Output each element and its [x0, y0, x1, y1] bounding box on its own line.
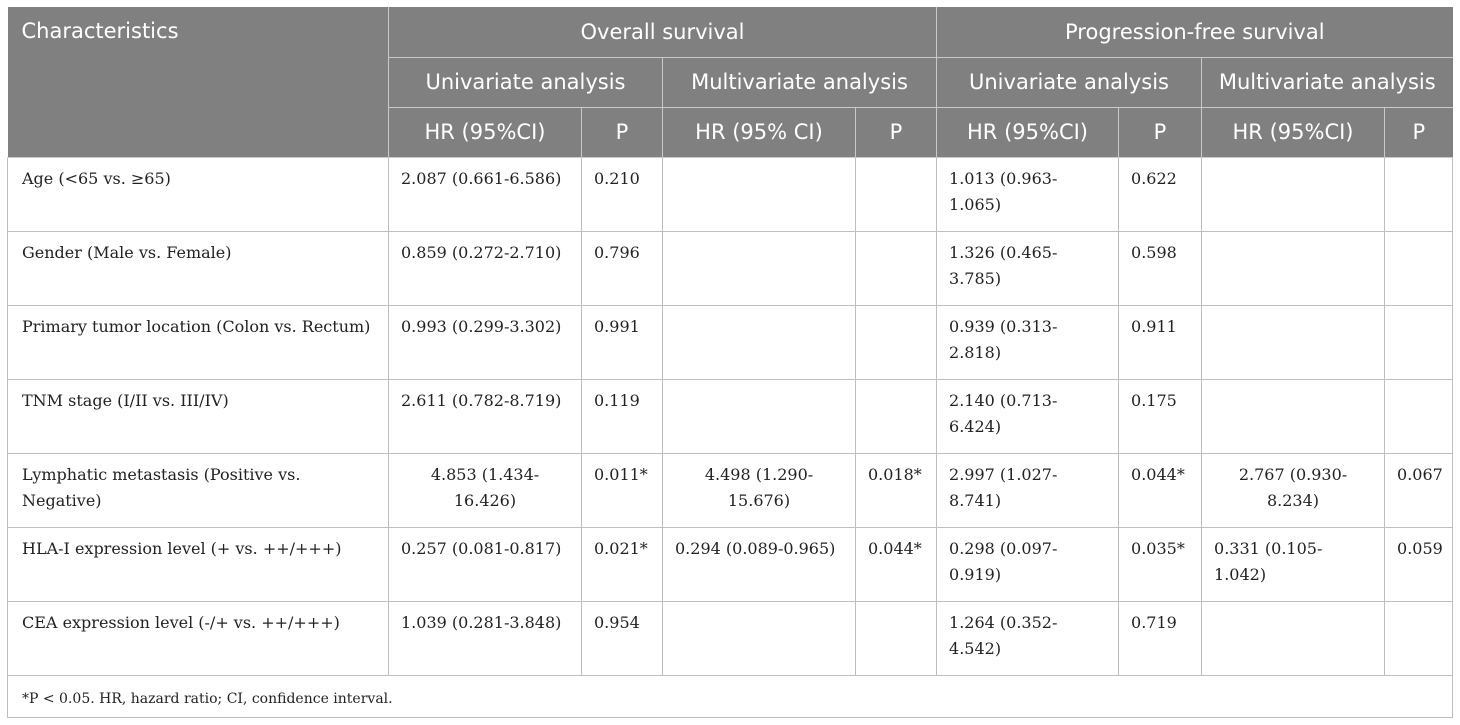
table-body: Age (<65 vs. ≥65) 2.087 (0.661-6.586) 0.…	[6, 157, 1454, 718]
cell-pfs-multi-p: 0.059	[1384, 527, 1454, 602]
cell-os-uni-p: 0.021*	[581, 527, 663, 602]
table-row: CEA expression level (-/+ vs. ++/+++) 1.…	[7, 601, 1454, 676]
cell-os-uni-p: 0.796	[581, 231, 663, 306]
cell-os-uni-hr: 2.611 (0.782-8.719)	[388, 379, 582, 454]
cell-os-uni-hr: 0.257 (0.081-0.817)	[388, 527, 582, 602]
cell-pfs-multi-hr: 2.767 (0.930-8.234)	[1201, 453, 1385, 528]
cell-os-multi-p	[854, 305, 937, 380]
cell-pfs-uni-hr: 0.298 (0.097-0.919)	[936, 527, 1119, 602]
cell-pfs-uni-p: 0.622	[1118, 157, 1202, 232]
header-row-2: Univariate analysis Multivariate analysi…	[8, 57, 1453, 108]
header-pfs-uni-hr: HR (95%CI)	[936, 107, 1119, 158]
footnote-row: *P < 0.05. HR, hazard ratio; CI, confide…	[6, 675, 1454, 718]
row-label: Gender (Male vs. Female)	[7, 231, 389, 306]
row-label: TNM stage (I/II vs. III/IV)	[7, 379, 389, 454]
row-label: Age (<65 vs. ≥65)	[7, 157, 389, 232]
cell-pfs-uni-hr: 1.013 (0.963-1.065)	[936, 157, 1119, 232]
cell-os-uni-hr: 0.993 (0.299-3.302)	[388, 305, 582, 380]
cell-pfs-uni-p: 0.044*	[1118, 453, 1202, 528]
cell-pfs-multi-p: 0.067	[1384, 453, 1454, 528]
row-label: Primary tumor location (Colon vs. Rectum…	[7, 305, 389, 380]
table-row: Gender (Male vs. Female) 0.859 (0.272-2.…	[7, 231, 1454, 306]
cell-pfs-uni-p: 0.035*	[1118, 527, 1202, 602]
cell-os-uni-p: 0.991	[581, 305, 663, 380]
cell-pfs-uni-p: 0.175	[1118, 379, 1202, 454]
header-pfs-univariate: Univariate analysis	[936, 57, 1202, 108]
header-os-univariate: Univariate analysis	[388, 57, 663, 108]
cell-pfs-uni-hr: 1.264 (0.352-4.542)	[936, 601, 1119, 676]
cell-os-multi-hr	[662, 157, 856, 232]
cell-pfs-uni-p: 0.719	[1118, 601, 1202, 676]
cell-pfs-multi-hr: 0.331 (0.105-1.042)	[1201, 527, 1385, 602]
cell-os-multi-p: 0.044*	[854, 527, 937, 602]
cell-os-multi-hr	[662, 601, 856, 676]
table-row: Lymphatic metastasis (Positive vs. Negat…	[7, 453, 1454, 528]
cell-os-multi-hr: 0.294 (0.089-0.965)	[662, 527, 856, 602]
cell-os-multi-p	[854, 379, 937, 454]
cell-os-uni-hr: 1.039 (0.281-3.848)	[388, 601, 582, 676]
header-pfs-multivariate: Multivariate analysis	[1201, 57, 1453, 108]
header-row-1: Characteristics Overall survival Progres…	[7, 7, 1453, 158]
row-label: Lymphatic metastasis (Positive vs. Negat…	[7, 453, 389, 528]
cell-pfs-multi-p	[1384, 601, 1454, 676]
table-row: TNM stage (I/II vs. III/IV) 2.611 (0.782…	[7, 379, 1454, 454]
cell-os-uni-hr: 2.087 (0.661-6.586)	[388, 157, 582, 232]
cell-pfs-uni-hr: 2.140 (0.713-6.424)	[936, 379, 1119, 454]
cell-os-multi-p: 0.018*	[854, 453, 937, 528]
cell-pfs-uni-hr: 0.939 (0.313-2.818)	[936, 305, 1119, 380]
row-label: HLA-I expression level (+ vs. ++/+++)	[7, 527, 389, 602]
cell-pfs-uni-hr: 1.326 (0.465-3.785)	[936, 231, 1119, 306]
header-overall-survival: Overall survival	[387, 7, 937, 58]
cell-os-multi-hr: 4.498 (1.290-15.676)	[662, 453, 856, 528]
cell-pfs-multi-hr	[1201, 379, 1385, 454]
cell-pfs-uni-hr: 2.997 (1.027-8.741)	[936, 453, 1119, 528]
header-os-multivariate: Multivariate analysis	[661, 57, 937, 108]
cell-os-multi-hr	[662, 305, 856, 380]
cell-pfs-multi-hr	[1201, 157, 1385, 232]
cell-os-uni-hr: 0.859 (0.272-2.710)	[388, 231, 582, 306]
header-progression-free-survival: Progression-free survival	[936, 7, 1453, 58]
header-pfs-uni-p: P	[1118, 107, 1202, 158]
cell-os-multi-p	[854, 601, 937, 676]
cell-pfs-uni-p: 0.911	[1118, 305, 1202, 380]
table-header: Characteristics Overall survival Progres…	[7, 7, 1453, 158]
cell-os-uni-p: 0.210	[581, 157, 663, 232]
cell-os-multi-hr	[662, 231, 856, 306]
table-row: Primary tumor location (Colon vs. Rectum…	[7, 305, 1454, 380]
cell-os-uni-hr: 4.853 (1.434-16.426)	[388, 453, 582, 528]
cell-pfs-multi-p	[1384, 379, 1454, 454]
table-container: Characteristics Overall survival Progres…	[6, 7, 1454, 718]
cell-pfs-multi-p	[1384, 157, 1454, 232]
table-footnote: *P < 0.05. HR, hazard ratio; CI, confide…	[6, 675, 1454, 718]
cell-os-uni-p: 0.954	[581, 601, 663, 676]
cell-pfs-multi-hr	[1201, 231, 1385, 306]
cell-os-multi-hr	[662, 379, 856, 454]
header-os-uni-hr: HR (95%CI)	[388, 107, 582, 158]
header-characteristics: Characteristics	[7, 7, 389, 158]
row-label: CEA expression level (-/+ vs. ++/+++)	[7, 601, 389, 676]
cell-pfs-multi-p	[1384, 305, 1454, 380]
cell-os-multi-p	[854, 157, 937, 232]
header-row-3: HR (95%CI) P HR (95% CI) P HR (95%CI) P …	[8, 107, 1453, 158]
table-row: Age (<65 vs. ≥65) 2.087 (0.661-6.586) 0.…	[7, 157, 1454, 232]
cell-os-uni-p: 0.119	[581, 379, 663, 454]
cell-pfs-multi-hr	[1201, 305, 1385, 380]
header-os-uni-p: P	[581, 107, 663, 158]
cell-pfs-uni-p: 0.598	[1118, 231, 1202, 306]
cell-os-multi-p	[854, 231, 937, 306]
header-pfs-multi-hr: HR (95%CI)	[1201, 107, 1385, 158]
table-row: HLA-I expression level (+ vs. ++/+++) 0.…	[7, 527, 1454, 602]
cell-os-uni-p: 0.011*	[581, 453, 663, 528]
cell-pfs-multi-hr	[1201, 601, 1385, 676]
header-os-multi-p: P	[854, 107, 937, 158]
header-pfs-multi-p: P	[1384, 107, 1453, 158]
cell-pfs-multi-p	[1384, 231, 1454, 306]
header-os-multi-hr: HR (95% CI)	[662, 107, 856, 158]
cox-regression-table: Characteristics Overall survival Progres…	[6, 7, 1454, 718]
